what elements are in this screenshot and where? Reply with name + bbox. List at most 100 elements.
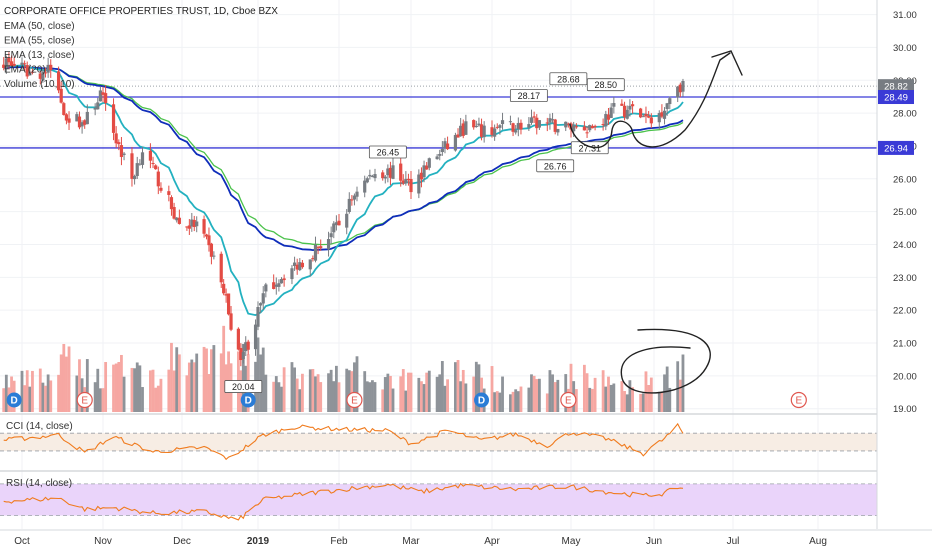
- candle-body: [649, 117, 653, 124]
- candle-body: [46, 64, 50, 73]
- volume-bar: [519, 386, 523, 412]
- candle-body: [290, 268, 294, 280]
- candle-body: [277, 283, 281, 287]
- volume-bar: [556, 379, 560, 412]
- volume-bar: [67, 346, 71, 412]
- candle-body: [229, 313, 233, 330]
- candle-body: [537, 120, 541, 128]
- candle-body: [319, 246, 323, 249]
- candle-body: [28, 71, 32, 76]
- price-annotation: 27.31: [570, 141, 609, 155]
- volume-bar: [383, 377, 387, 412]
- candle-body: [77, 116, 82, 128]
- candle-body: [479, 124, 484, 137]
- indicator-label: Volume (10, 10): [4, 79, 75, 90]
- volume-bar: [350, 371, 354, 412]
- candle-body: [202, 219, 206, 234]
- volume-bar: [530, 374, 533, 412]
- candle-body: [630, 104, 635, 107]
- earnings-icon: [346, 391, 363, 409]
- candle-body: [498, 125, 502, 128]
- volume-bar: [28, 386, 32, 412]
- volume-bar: [493, 392, 497, 412]
- candle-body: [665, 103, 669, 110]
- volume-bar: [548, 370, 552, 412]
- candle-body: [96, 102, 100, 110]
- volume-bar: [665, 366, 669, 412]
- ema-55-line: [3, 66, 684, 246]
- volume-bar: [185, 375, 189, 412]
- volume-bar: [308, 369, 312, 412]
- candle-body: [9, 61, 14, 66]
- candle-body: [119, 145, 124, 157]
- candle-body: [298, 262, 302, 271]
- candle-body: [553, 119, 557, 132]
- volume-bar: [38, 368, 42, 412]
- candle-body: [508, 121, 513, 123]
- candle-body: [75, 114, 79, 122]
- price-annotation-box: [509, 89, 548, 102]
- candle-body: [169, 197, 174, 210]
- candle-body: [606, 114, 611, 120]
- volume-bar: [78, 359, 81, 412]
- candle-body: [532, 116, 536, 118]
- dividend-icon: [6, 392, 22, 408]
- candle-body: [345, 213, 349, 228]
- volume-bar: [582, 364, 586, 412]
- candle-body: [516, 123, 520, 130]
- price-annotation-label: 20.04: [232, 382, 255, 392]
- candle-body: [187, 225, 191, 229]
- candle-body: [601, 124, 605, 126]
- candle-body: [175, 217, 179, 221]
- candle-body: [20, 62, 24, 65]
- price-tick-label: 22.00: [893, 306, 917, 317]
- candle-body: [381, 172, 385, 179]
- candle-body: [98, 90, 102, 102]
- candle-body: [185, 226, 189, 228]
- time-tick-label: 2019: [247, 536, 270, 547]
- candle-body: [676, 86, 680, 98]
- candle-body: [313, 244, 318, 261]
- candle-body: [425, 165, 429, 170]
- event-marker-dividend: D: [474, 392, 490, 408]
- price-tick-label: 25.00: [893, 207, 917, 218]
- candle-body: [422, 165, 426, 178]
- volume-bar: [625, 394, 629, 412]
- volume-bar: [295, 378, 299, 412]
- volume-bar: [472, 376, 476, 412]
- volume-bar: [628, 380, 632, 412]
- volume-bar: [151, 369, 155, 412]
- volume-bar: [219, 353, 223, 412]
- volume-bar: [130, 367, 134, 412]
- event-marker-dividend: D: [240, 392, 256, 408]
- volume-bar: [456, 360, 460, 412]
- volume-bar: [459, 381, 463, 412]
- price-badge: [878, 140, 914, 155]
- candles: [2, 52, 685, 367]
- time-axis: Oct Nov Dec 2019 Feb Mar Apr May Jun Jul Aug: [14, 536, 827, 547]
- volume-bar: [365, 381, 369, 412]
- volume-bar: [649, 377, 653, 412]
- candle-body: [38, 73, 42, 79]
- volume-bar: [104, 362, 108, 412]
- candle-body: [609, 107, 613, 118]
- volume-bar: [98, 388, 102, 412]
- volume-bar: [62, 343, 66, 412]
- volume-bar: [112, 364, 115, 412]
- candle-body: [111, 104, 116, 133]
- candle-body: [368, 174, 372, 177]
- candle-body: [195, 221, 199, 227]
- volume-bar: [2, 388, 6, 412]
- volume-bar: [509, 394, 512, 412]
- candle-body: [527, 124, 531, 128]
- candle-body: [209, 243, 214, 257]
- candle-body: [224, 294, 228, 296]
- drawn-pattern-arrow: [569, 52, 731, 149]
- candle-body: [4, 58, 8, 68]
- candle-body: [154, 165, 158, 170]
- candle-body: [167, 191, 171, 195]
- candle-body: [204, 234, 209, 237]
- candle-body: [535, 117, 539, 129]
- volume-bar: [293, 367, 296, 412]
